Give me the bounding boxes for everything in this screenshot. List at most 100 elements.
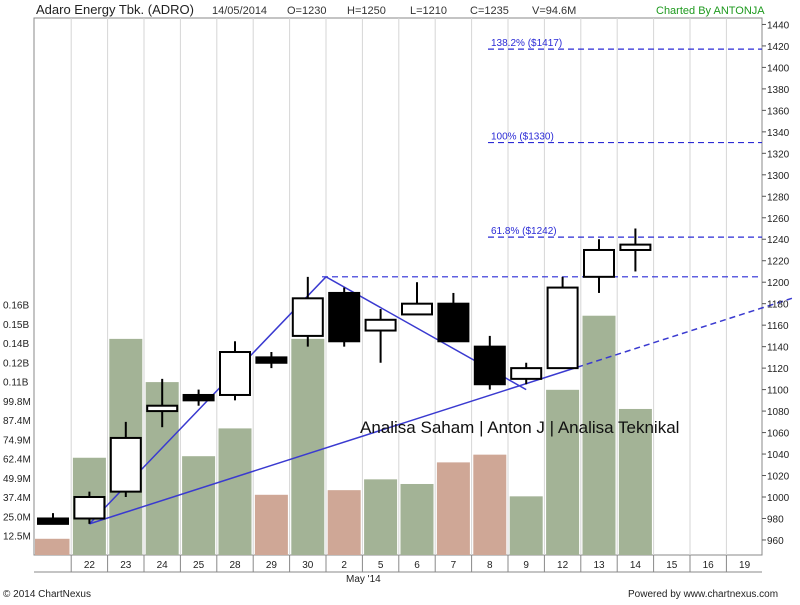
- volume-tick-label: 74.9M: [3, 435, 31, 446]
- volume-tick-label: 0.11B: [3, 378, 29, 389]
- volume-bar: [436, 462, 470, 555]
- volume-bar: [364, 479, 398, 555]
- candles: [37, 228, 652, 525]
- x-tick-label: 24: [157, 560, 169, 571]
- candle-body: [437, 302, 470, 343]
- volume-tick-label: 62.4M: [3, 455, 31, 466]
- support-trend-line: [89, 366, 578, 525]
- candle-body: [401, 302, 433, 316]
- candle: [328, 287, 361, 347]
- x-tick-label: 25: [193, 560, 205, 571]
- fib-level-label: 100% ($1330): [491, 132, 554, 143]
- candle-body: [73, 496, 106, 520]
- x-tick-label: 15: [666, 560, 678, 571]
- candle-body: [473, 345, 506, 386]
- header-high: H=1250: [347, 5, 386, 17]
- x-tick-label: 6: [414, 560, 420, 571]
- zigzag-trend-line: [88, 275, 527, 525]
- y-tick-label: 1340: [767, 128, 790, 139]
- y-tick-label: 1300: [767, 171, 790, 182]
- candle: [37, 513, 69, 525]
- y-tick-label: 1040: [767, 450, 790, 461]
- x-tick-label: 7: [451, 560, 457, 571]
- charted-by: Charted By ANTONJA: [656, 5, 765, 17]
- candle: [109, 421, 142, 498]
- candle-body: [146, 404, 179, 413]
- volume-bar: [291, 338, 325, 555]
- candle-body: [109, 436, 142, 493]
- y-tick-label: 1020: [767, 472, 790, 483]
- candle: [619, 228, 652, 272]
- x-tick-label: 14: [630, 560, 642, 571]
- volume-tick-label: 12.5M: [3, 532, 31, 543]
- candle: [583, 239, 615, 293]
- ticker-title: Adaro Energy Tbk. (ADRO): [36, 2, 194, 17]
- y-tick-label: 1180: [767, 300, 789, 311]
- header-open: O=1230: [287, 5, 326, 17]
- fib-level-label: 138.2% ($1417): [491, 38, 562, 49]
- y-tick-label: 1080: [767, 407, 790, 418]
- x-tick-label: 5: [378, 560, 384, 571]
- volume-tick-label: 87.4M: [3, 416, 31, 427]
- plot-frame: [33, 17, 763, 556]
- candle-body: [364, 318, 397, 332]
- volume-tick-label: 25.0M: [3, 512, 31, 523]
- volume-tick-label: 49.9M: [3, 474, 31, 485]
- y-tick-label: 980: [767, 514, 784, 525]
- y-tick-label: 1220: [767, 257, 790, 268]
- y-tick-label: 1100: [767, 386, 789, 397]
- candle: [364, 309, 397, 363]
- candle-body: [37, 517, 69, 525]
- y-tick-label: 1440: [767, 20, 790, 31]
- y-tick-label: 960: [767, 536, 784, 547]
- volume-tick-label: 37.4M: [3, 493, 31, 504]
- watermark: Analisa Saham | Anton J | Analisa Teknik…: [360, 418, 679, 437]
- y-tick-label: 1160: [767, 321, 789, 332]
- x-tick-label: 9: [523, 560, 529, 571]
- support-trend-projection: [576, 297, 793, 368]
- x-tick-label: 28: [229, 560, 241, 571]
- x-tick-label: 2: [341, 560, 347, 571]
- volume-bar: [35, 538, 70, 555]
- y-tick-label: 1260: [767, 214, 790, 225]
- volume-bar: [473, 454, 507, 555]
- grid: [70, 18, 727, 555]
- y-tick-label: 1240: [767, 235, 790, 246]
- candle-body: [255, 356, 288, 364]
- y-tick-label: 1400: [767, 63, 790, 74]
- candle: [73, 491, 106, 524]
- candle-body: [291, 297, 324, 337]
- volume-bar: [218, 428, 252, 555]
- annotation-lines: 138.2% ($1417) 100% ($1330) 61.8% ($1242): [88, 38, 793, 525]
- candle-body: [328, 291, 361, 343]
- header-date: 14/05/2014: [212, 5, 267, 17]
- volume-tick-label: 0.14B: [3, 339, 29, 350]
- volume-bar: [582, 315, 616, 555]
- y-tick-label: 1280: [767, 192, 790, 203]
- x-tick-label: 23: [120, 560, 132, 571]
- candle-body: [546, 286, 579, 370]
- header-low: L=1210: [410, 5, 447, 17]
- candle-body: [182, 393, 215, 402]
- header-close: C=1235: [470, 5, 509, 17]
- x-tick-label: 13: [593, 560, 605, 571]
- y-tick-label: 1060: [767, 429, 790, 440]
- y-tick-label: 1000: [767, 493, 790, 504]
- candle-body: [583, 248, 615, 278]
- candle: [401, 282, 433, 316]
- candle: [255, 352, 288, 369]
- candle-body: [219, 351, 251, 396]
- candle: [437, 292, 470, 343]
- x-tick-label: 19: [739, 560, 751, 571]
- fib-level-label: 61.8% ($1242): [491, 226, 557, 237]
- footer-powered: Powered by www.chartnexus.com: [628, 589, 778, 600]
- y-tick-label: 1380: [767, 85, 790, 96]
- y-tick-label: 1200: [767, 278, 790, 289]
- volume-bar: [327, 490, 361, 555]
- candle: [546, 276, 579, 370]
- volume-bar: [400, 483, 434, 555]
- x-tick-label: 22: [84, 560, 96, 571]
- x-tick-label: 16: [703, 560, 715, 571]
- candle: [182, 389, 215, 406]
